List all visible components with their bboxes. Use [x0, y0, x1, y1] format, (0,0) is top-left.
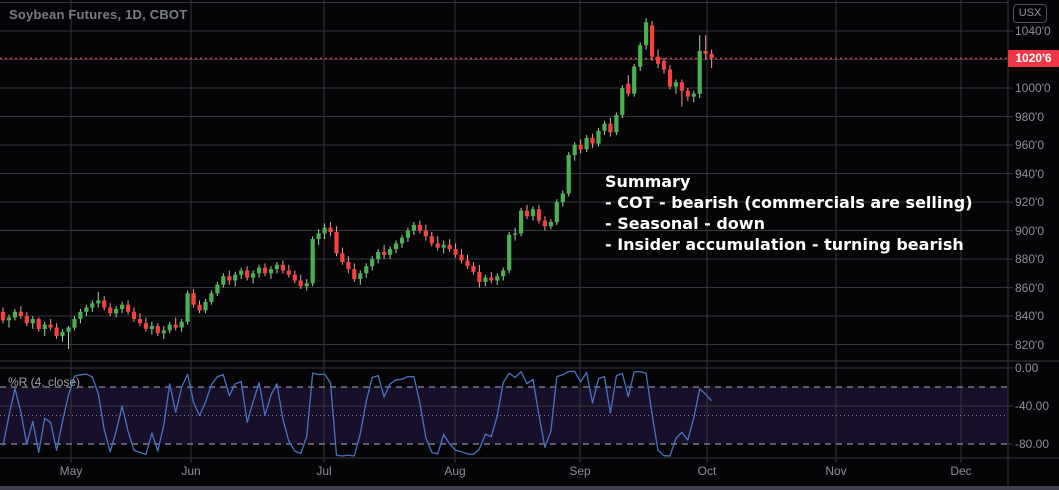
- annotation-line: Summary: [605, 172, 691, 191]
- price-axis-label: 840'0: [1015, 309, 1044, 324]
- month-label: Jul: [316, 464, 332, 478]
- price-axis-label: 880'0: [1015, 252, 1044, 267]
- month-label: Sep: [569, 464, 591, 478]
- indicator-axis-label: -80.00: [1015, 437, 1050, 451]
- price-axis-label: 860'0: [1015, 280, 1044, 295]
- month-label: Jun: [181, 464, 201, 478]
- month-label: Oct: [697, 464, 717, 478]
- text-drawing-summary[interactable]: Summary - COT - bearish (commercials are…: [605, 171, 973, 255]
- price-axis-label: 980'0: [1015, 109, 1044, 124]
- month-label: May: [59, 464, 83, 478]
- indicator-axis-label: 0.00: [1015, 361, 1039, 375]
- month-label: Dec: [950, 464, 972, 478]
- symbol-legend[interactable]: Soybean Futures, 1D, CBOT: [9, 7, 188, 22]
- unit-toggle-button[interactable]: USX: [1013, 4, 1047, 23]
- price-axis-label: 820'0: [1015, 337, 1044, 352]
- price-axis-label: 920'0: [1015, 195, 1044, 210]
- month-label: Nov: [825, 464, 847, 478]
- annotation-line: - Seasonal - down: [605, 214, 765, 233]
- price-axis-label: 1000'0: [1015, 81, 1051, 96]
- annotation-line: - COT - bearish (commercials are selling…: [605, 193, 973, 212]
- bottom-border-strip: [0, 486, 1059, 490]
- indicator-legend[interactable]: %R (4, close): [8, 375, 81, 389]
- price-axis-label: 940'0: [1015, 166, 1044, 181]
- price-axis-label: 900'0: [1015, 223, 1044, 238]
- indicator-axis-label: -40.00: [1015, 399, 1050, 413]
- price-axis-label: 960'0: [1015, 138, 1044, 153]
- time-axis[interactable]: May Jun Jul Aug Sep Oct Nov Dec: [0, 458, 1008, 486]
- month-label: Aug: [444, 464, 466, 478]
- annotation-line: - Insider accumulation - turning bearish: [605, 235, 964, 254]
- price-axis[interactable]: 1020'6 1040'01020'01000'0980'0960'0940'0…: [1008, 0, 1059, 486]
- price-axis-label: 1040'0: [1015, 24, 1051, 38]
- last-price-badge: 1020'6: [1008, 50, 1059, 67]
